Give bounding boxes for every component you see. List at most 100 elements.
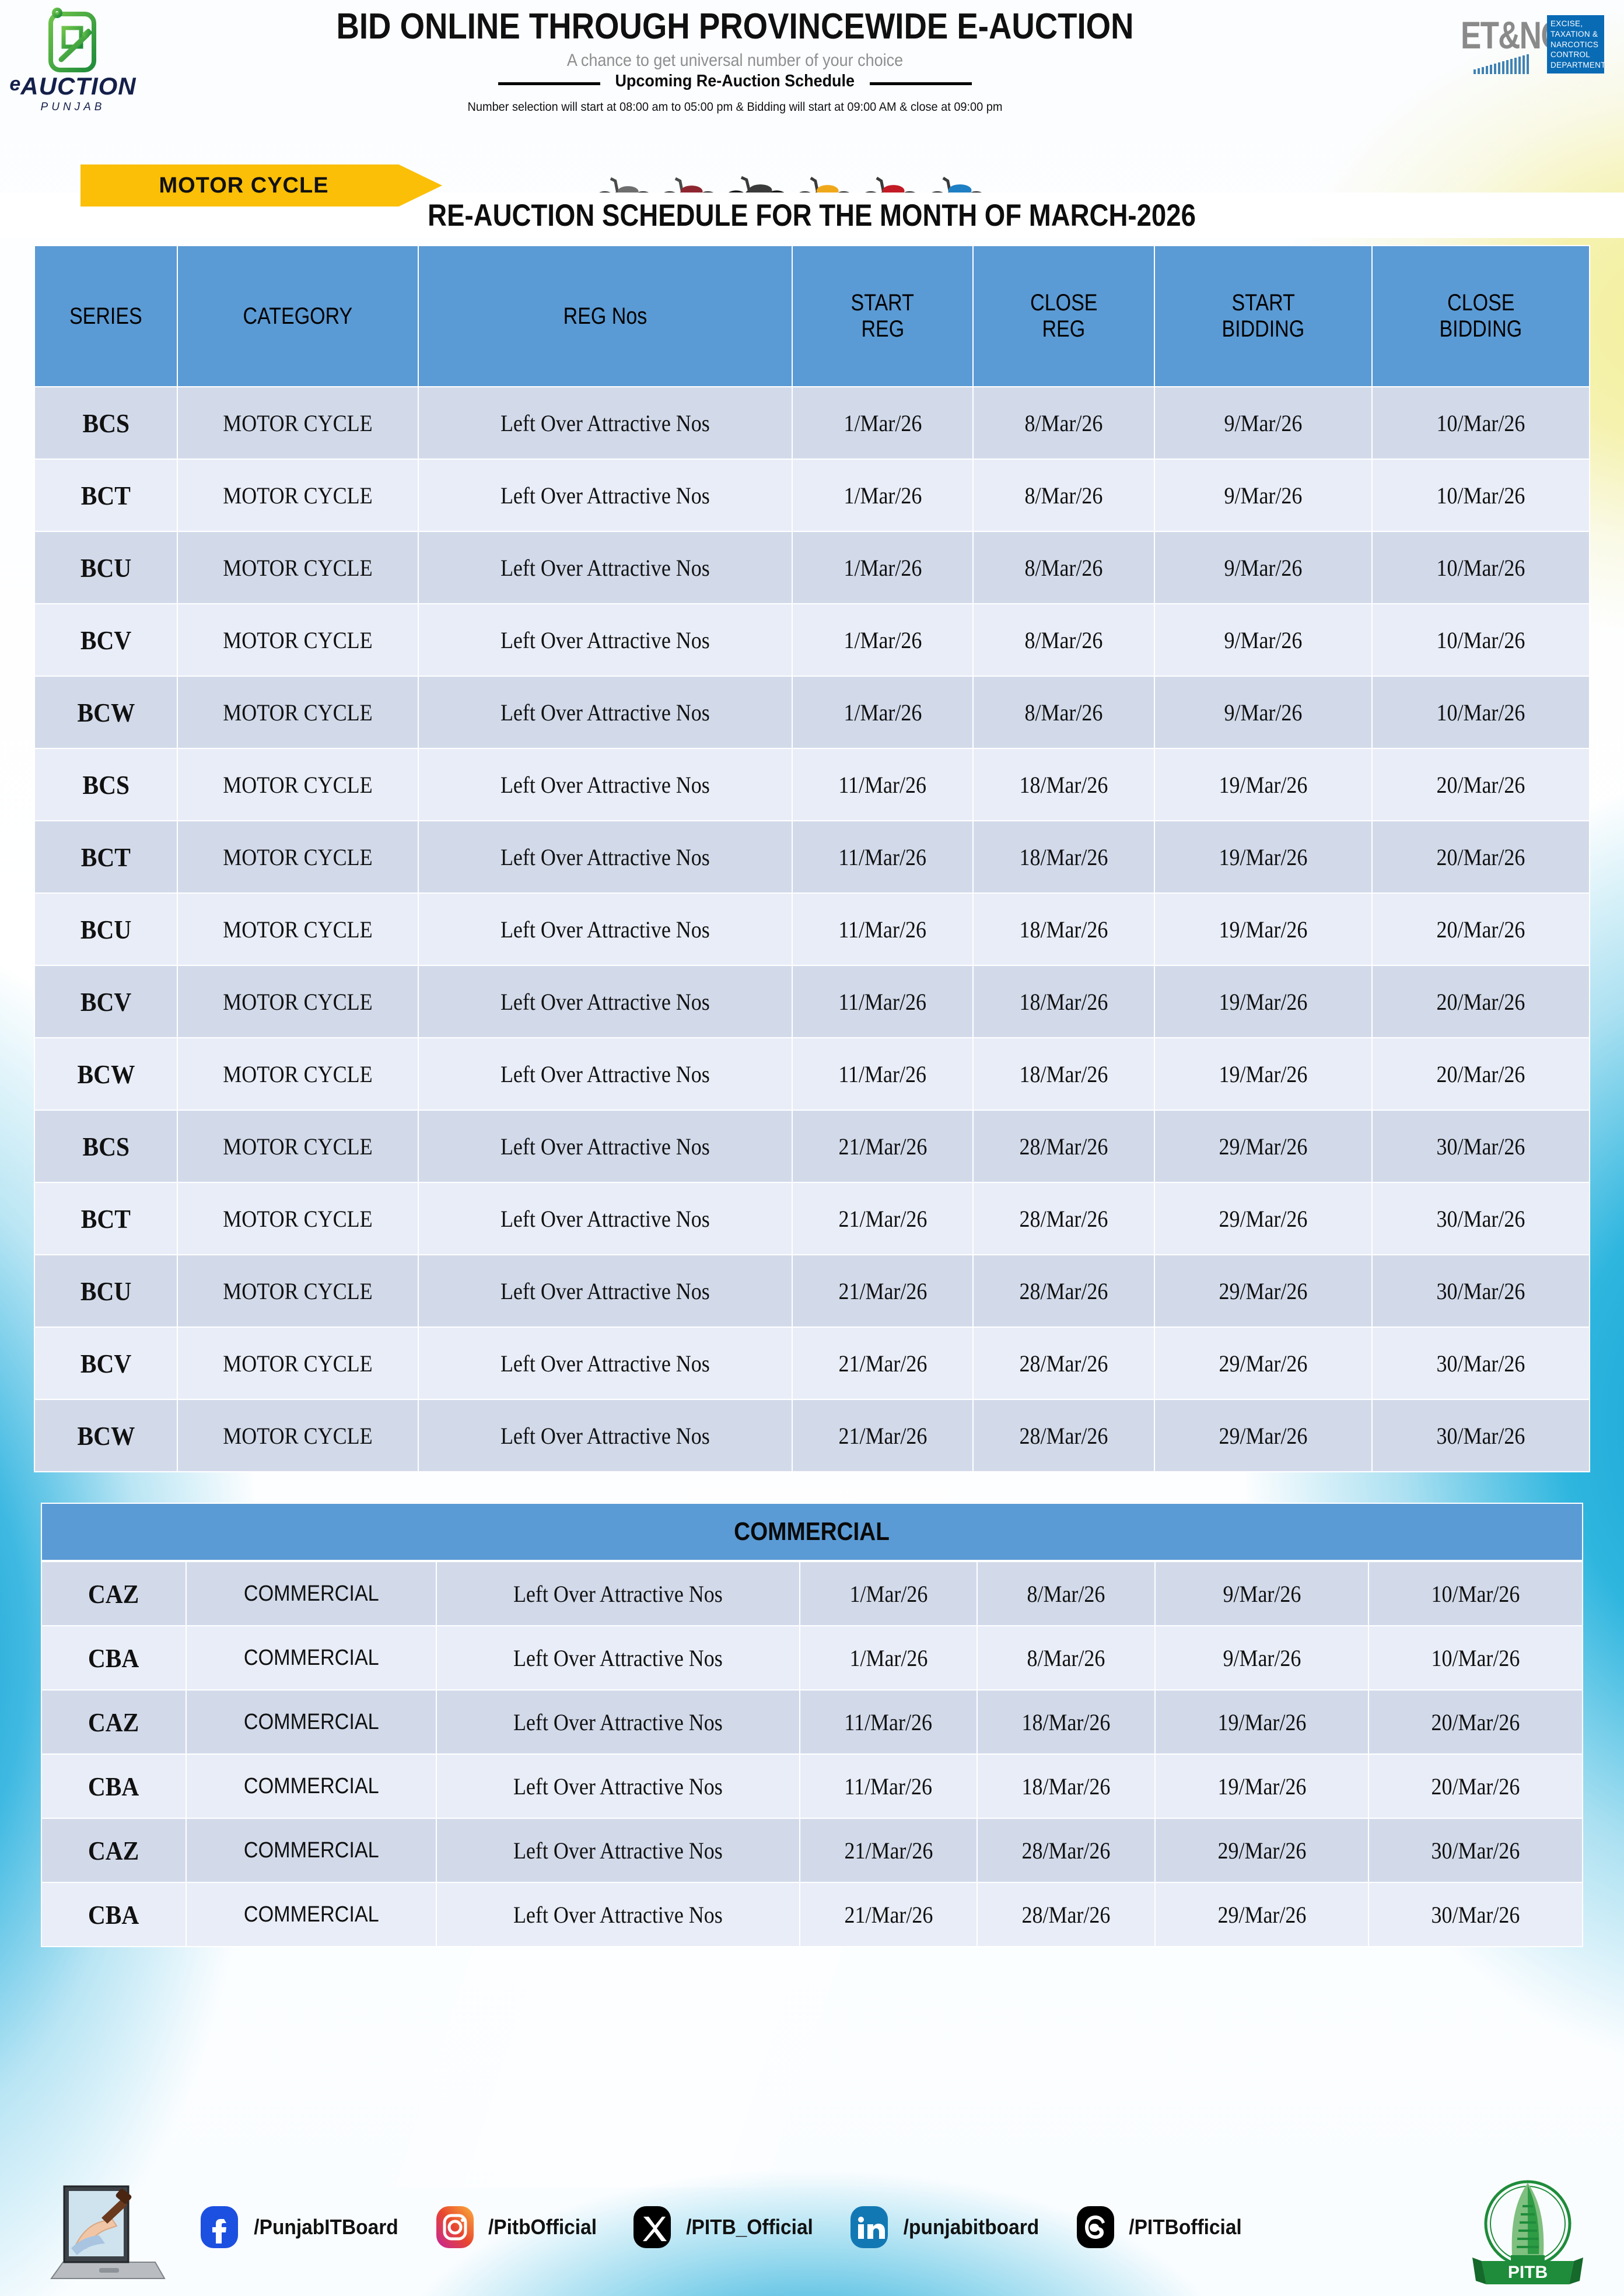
cell-category: MOTOR CYCLE bbox=[176, 676, 419, 749]
cell-start-bidding: 29/Mar/26 bbox=[1154, 1818, 1370, 1883]
x-twitter-icon[interactable] bbox=[631, 2206, 673, 2248]
cell-start-reg: 11/Mar/26 bbox=[791, 892, 974, 966]
threads-icon[interactable] bbox=[1074, 2206, 1116, 2248]
cell-text: BCT bbox=[80, 480, 131, 510]
logo-auction: AUCTION bbox=[20, 72, 136, 100]
cell-start-reg: 11/Mar/26 bbox=[791, 748, 974, 821]
social-link-pitbofficial[interactable]: /PitbOfficial bbox=[434, 2206, 601, 2248]
cell-text: 21/Mar/26 bbox=[838, 1205, 928, 1232]
cell-series: CBA bbox=[40, 1625, 187, 1690]
rule-right bbox=[869, 82, 972, 85]
cell-close-bidding: 10/Mar/26 bbox=[1368, 1625, 1583, 1690]
cell-series: BCW bbox=[34, 1037, 178, 1111]
cell-text: MOTOR CYCLE bbox=[223, 1133, 373, 1160]
table-row: BCW MOTOR CYCLE Left Over Attractive Nos 1/… bbox=[34, 676, 1591, 749]
cell-text: 19/Mar/26 bbox=[1219, 1060, 1308, 1087]
cell-reg-nos: Left Over Attractive Nos bbox=[435, 1689, 800, 1755]
commercial-heading-label: COMMERCIAL bbox=[734, 1517, 890, 1546]
cell-text: 9/Mar/26 bbox=[1223, 1644, 1301, 1671]
social-link-pitbofficial[interactable]: /PITBofficial bbox=[1074, 2206, 1246, 2248]
cell-series: BCU bbox=[34, 1254, 178, 1328]
cell-text: BCW bbox=[77, 1059, 135, 1089]
column-header-start-bidding: START BIDDING bbox=[1153, 245, 1373, 387]
social-handle-label: /PunjabITBoard bbox=[254, 2215, 398, 2239]
cell-text: 29/Mar/26 bbox=[1219, 1205, 1308, 1232]
logo-punjab: PUNJAB bbox=[40, 101, 106, 113]
logo-e: e bbox=[9, 73, 21, 95]
cell-text: 28/Mar/26 bbox=[1019, 1278, 1108, 1304]
cell-text: MOTOR CYCLE bbox=[223, 1350, 373, 1377]
cell-category: MOTOR CYCLE bbox=[176, 1254, 419, 1328]
social-link-punjabitboard[interactable]: /punjabitboard bbox=[848, 2206, 1044, 2248]
cell-text: 21/Mar/26 bbox=[838, 1278, 928, 1304]
commercial-schedule-table: CAZ COMMERCIAL Left Over Attractive Nos 1/M… bbox=[40, 1561, 1583, 1947]
cell-close-reg: 28/Mar/26 bbox=[972, 1399, 1155, 1472]
cell-start-bidding: 9/Mar/26 bbox=[1154, 1625, 1370, 1690]
cell-start-bidding: 19/Mar/26 bbox=[1154, 1689, 1370, 1755]
column-header-category: CATEGORY bbox=[176, 245, 419, 387]
cell-text: CBA bbox=[88, 1643, 139, 1673]
cell-text: BCS bbox=[82, 1131, 130, 1161]
cell-text: Left Over Attractive Nos bbox=[500, 844, 710, 870]
social-link-punjabitboard[interactable]: /PunjabITBoard bbox=[198, 2206, 404, 2248]
cell-close-reg: 18/Mar/26 bbox=[977, 1754, 1156, 1819]
cell-reg-nos: Left Over Attractive Nos bbox=[417, 1037, 793, 1111]
commercial-heading: COMMERCIAL bbox=[41, 1503, 1583, 1561]
cell-text: 9/Mar/26 bbox=[1224, 410, 1303, 436]
instagram-icon[interactable] bbox=[434, 2206, 476, 2248]
table-row: BCT MOTOR CYCLE Left Over Attractive Nos 11… bbox=[34, 820, 1591, 894]
social-link-pitb_official[interactable]: /PITB_Official bbox=[631, 2206, 818, 2248]
cell-reg-nos: Left Over Attractive Nos bbox=[417, 386, 793, 460]
cell-text: Left Over Attractive Nos bbox=[500, 1422, 710, 1449]
cell-text: 11/Mar/26 bbox=[844, 1773, 933, 1800]
social-handle-label: /PITB_Official bbox=[686, 2215, 813, 2239]
cell-close-bidding: 10/Mar/26 bbox=[1371, 676, 1591, 749]
commercial-section: COMMERCIAL CAZ COMMERCIAL Left Over Attrac… bbox=[40, 1503, 1583, 1947]
cell-close-reg: 8/Mar/26 bbox=[977, 1625, 1156, 1690]
cell-text: 30/Mar/26 bbox=[1436, 1278, 1525, 1304]
cell-reg-nos: Left Over Attractive Nos bbox=[417, 820, 793, 894]
cell-text: COMMERCIAL bbox=[243, 1709, 379, 1734]
cell-text: 1/Mar/26 bbox=[844, 482, 922, 509]
commercial-table-body: CAZ COMMERCIAL Left Over Attractive Nos 1/M… bbox=[40, 1561, 1583, 1947]
social-handle-label: /PITBofficial bbox=[1129, 2215, 1242, 2239]
cell-start-reg: 1/Mar/26 bbox=[791, 531, 974, 604]
linkedin-icon[interactable] bbox=[848, 2206, 890, 2248]
table-row: BCU MOTOR CYCLE Left Over Attractive Nos 11… bbox=[34, 892, 1591, 966]
cell-text: 20/Mar/26 bbox=[1436, 844, 1525, 870]
header-timing-note: Number selection will start at 08:00 am … bbox=[467, 100, 1003, 114]
table-row: BCS MOTOR CYCLE Left Over Attractive Nos 11… bbox=[34, 748, 1591, 821]
cell-text: 9/Mar/26 bbox=[1224, 482, 1303, 509]
cell-text: COMMERCIAL bbox=[243, 1838, 379, 1863]
cell-close-reg: 18/Mar/26 bbox=[972, 1037, 1155, 1111]
cell-text: Left Over Attractive Nos bbox=[513, 1901, 723, 1928]
cell-reg-nos: Left Over Attractive Nos bbox=[417, 1326, 793, 1400]
cell-text: MOTOR CYCLE bbox=[223, 410, 373, 436]
cell-start-reg: 1/Mar/26 bbox=[791, 459, 974, 532]
cell-text: 1/Mar/26 bbox=[844, 554, 922, 581]
table-row: CBA COMMERCIAL Left Over Attractive Nos 21/… bbox=[40, 1882, 1583, 1947]
table-body: BCS MOTOR CYCLE Left Over Attractive Nos 1/… bbox=[34, 386, 1591, 1472]
cell-text: Left Over Attractive Nos bbox=[500, 771, 710, 798]
motor-cycle-banner-label: MOTOR CYCLE bbox=[159, 173, 329, 198]
cell-start-reg: 21/Mar/26 bbox=[791, 1326, 974, 1400]
cell-start-reg: 1/Mar/26 bbox=[799, 1561, 978, 1626]
facebook-icon[interactable] bbox=[198, 2206, 240, 2248]
cell-text: 30/Mar/26 bbox=[1436, 1133, 1525, 1160]
cell-text: MOTOR CYCLE bbox=[223, 988, 373, 1015]
cell-series: BCW bbox=[34, 676, 178, 749]
cell-text: 10/Mar/26 bbox=[1436, 554, 1525, 581]
cell-series: BCW bbox=[34, 1399, 178, 1472]
table-head: SERIES CATEGORY REG Nos START REG CLOSE RE… bbox=[34, 245, 1591, 387]
cell-start-bidding: 9/Mar/26 bbox=[1153, 603, 1373, 677]
cell-category: MOTOR CYCLE bbox=[176, 965, 419, 1038]
cell-text: 1/Mar/26 bbox=[844, 626, 922, 653]
table-row: CBA COMMERCIAL Left Over Attractive Nos 1/M… bbox=[40, 1625, 1583, 1690]
cell-close-reg: 8/Mar/26 bbox=[972, 386, 1155, 460]
cell-text: Left Over Attractive Nos bbox=[500, 916, 710, 943]
column-header-series: SERIES bbox=[34, 245, 178, 387]
cell-reg-nos: Left Over Attractive Nos bbox=[417, 892, 793, 966]
cell-close-bidding: 20/Mar/26 bbox=[1371, 892, 1591, 966]
cell-close-reg: 18/Mar/26 bbox=[972, 965, 1155, 1038]
cell-series: BCT bbox=[34, 1182, 178, 1255]
